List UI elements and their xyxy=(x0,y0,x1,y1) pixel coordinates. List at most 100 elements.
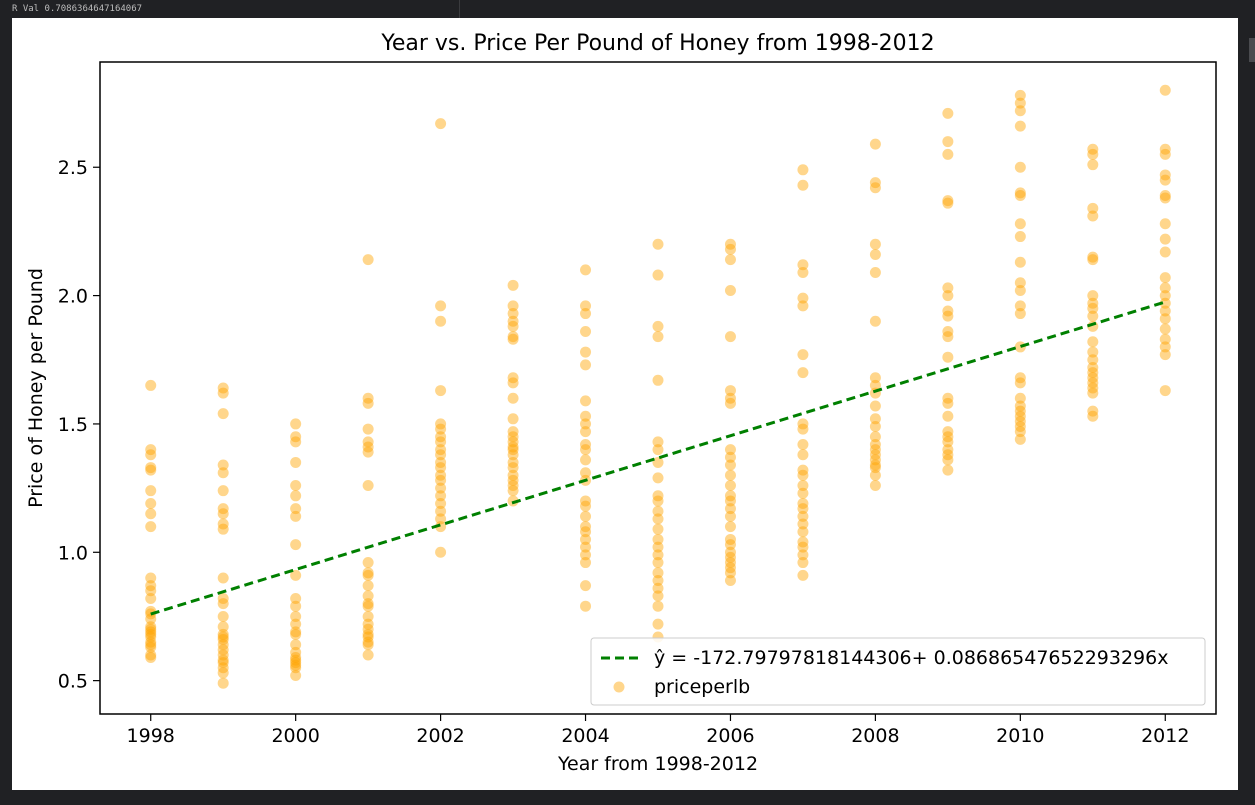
data-point xyxy=(942,392,954,404)
data-point xyxy=(145,626,157,638)
data-point xyxy=(1087,310,1099,322)
data-point xyxy=(507,449,519,461)
data-point xyxy=(1087,387,1099,399)
y-tick-label: 2.0 xyxy=(58,286,88,308)
data-point xyxy=(797,526,809,538)
data-point xyxy=(1087,143,1099,155)
data-point xyxy=(507,372,519,384)
data-point xyxy=(869,421,881,433)
fit-line-group xyxy=(150,300,1166,616)
data-point xyxy=(724,557,736,569)
data-point xyxy=(869,480,881,492)
data-point xyxy=(435,315,447,327)
data-point xyxy=(1014,277,1026,289)
data-point xyxy=(290,431,302,443)
data-point xyxy=(797,164,809,176)
data-point xyxy=(362,649,374,661)
data-point xyxy=(145,641,157,653)
data-point xyxy=(435,456,447,468)
data-point xyxy=(217,592,229,604)
data-point xyxy=(1159,272,1171,284)
data-point xyxy=(652,456,664,468)
data-point xyxy=(1087,367,1099,379)
data-point xyxy=(217,649,229,661)
data-point xyxy=(652,600,664,612)
data-point xyxy=(942,449,954,461)
data-point xyxy=(724,459,736,471)
data-point xyxy=(290,628,302,640)
data-point xyxy=(942,397,954,409)
scrollbar-thumb[interactable] xyxy=(1249,38,1255,62)
data-point xyxy=(1159,189,1171,201)
data-point xyxy=(580,495,592,507)
data-point xyxy=(652,495,664,507)
data-point xyxy=(435,521,447,533)
data-point xyxy=(1159,313,1171,325)
data-point xyxy=(435,431,447,443)
data-point xyxy=(797,349,809,361)
data-point xyxy=(1159,192,1171,204)
data-point xyxy=(869,315,881,327)
data-point xyxy=(435,118,447,130)
data-point xyxy=(507,426,519,438)
data-point xyxy=(724,495,736,507)
data-point xyxy=(1159,233,1171,245)
data-point xyxy=(1014,372,1026,384)
data-point xyxy=(362,441,374,453)
data-point xyxy=(869,431,881,443)
data-point xyxy=(217,408,229,420)
data-point xyxy=(942,351,954,363)
data-point xyxy=(652,541,664,553)
data-point xyxy=(435,505,447,517)
data-point xyxy=(507,436,519,448)
data-point xyxy=(507,333,519,345)
data-point xyxy=(435,474,447,486)
data-point xyxy=(580,557,592,569)
data-point xyxy=(290,510,302,522)
data-point xyxy=(652,444,664,456)
data-point xyxy=(1087,290,1099,302)
x-tick-label: 2008 xyxy=(851,725,899,747)
data-point xyxy=(217,639,229,651)
data-point xyxy=(290,654,302,666)
data-point xyxy=(362,480,374,492)
data-point xyxy=(580,521,592,533)
data-point xyxy=(580,454,592,466)
data-point xyxy=(797,536,809,548)
data-point xyxy=(652,472,664,484)
data-point xyxy=(1159,282,1171,294)
data-point xyxy=(797,557,809,569)
data-point xyxy=(580,426,592,438)
data-point xyxy=(145,572,157,584)
data-point xyxy=(435,418,447,430)
data-point xyxy=(145,621,157,633)
data-point xyxy=(217,508,229,520)
chart-figure: Year vs. Price Per Pound of Honey from 1… xyxy=(12,18,1238,790)
data-point xyxy=(1159,143,1171,155)
data-point xyxy=(1014,410,1026,422)
data-point xyxy=(724,546,736,558)
legend-box xyxy=(590,637,1206,706)
data-point xyxy=(362,557,374,569)
data-point xyxy=(1087,346,1099,358)
data-point xyxy=(217,459,229,471)
data-point xyxy=(869,449,881,461)
data-point xyxy=(652,533,664,545)
data-point xyxy=(435,546,447,558)
data-point xyxy=(869,462,881,474)
data-points xyxy=(145,84,1171,689)
data-point xyxy=(652,575,664,587)
data-point xyxy=(580,580,592,592)
data-point xyxy=(1087,202,1099,214)
data-point xyxy=(797,541,809,553)
data-point xyxy=(797,292,809,304)
data-point xyxy=(507,444,519,456)
data-point xyxy=(217,634,229,646)
data-point xyxy=(797,423,809,435)
data-point xyxy=(362,628,374,640)
data-point xyxy=(145,521,157,533)
data-point xyxy=(1014,377,1026,389)
data-point xyxy=(145,580,157,592)
data-point xyxy=(797,300,809,312)
data-point xyxy=(724,533,736,545)
